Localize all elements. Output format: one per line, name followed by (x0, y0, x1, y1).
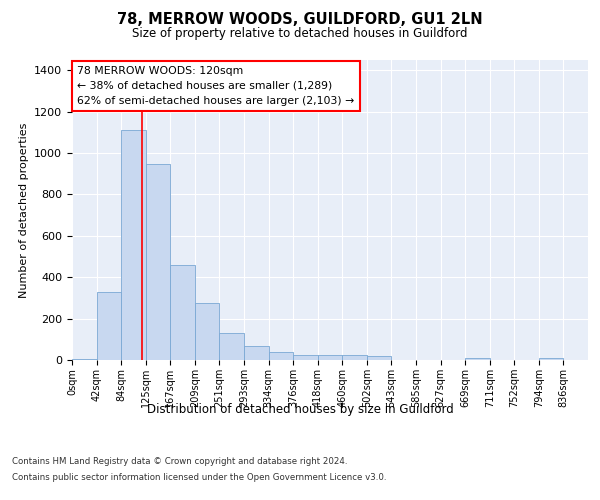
Text: 78 MERROW WOODS: 120sqm
← 38% of detached houses are smaller (1,289)
62% of semi: 78 MERROW WOODS: 120sqm ← 38% of detache… (77, 66, 355, 106)
Bar (539, 358, 563, 360)
Bar (72, 359, 97, 360)
Text: Contains HM Land Registry data © Crown copyright and database right 2024.: Contains HM Land Registry data © Crown c… (12, 458, 347, 466)
Bar (170, 265, 195, 360)
Bar (318, 355, 342, 360)
Bar (146, 164, 170, 360)
Bar (367, 356, 391, 360)
Bar (269, 352, 293, 360)
Bar (121, 130, 146, 360)
Bar (195, 303, 220, 360)
Y-axis label: Number of detached properties: Number of detached properties (19, 122, 29, 298)
Text: Distribution of detached houses by size in Guildford: Distribution of detached houses by size … (146, 402, 454, 415)
Bar (465, 358, 490, 360)
Bar (97, 292, 121, 360)
Text: Contains public sector information licensed under the Open Government Licence v3: Contains public sector information licen… (12, 472, 386, 482)
Bar (293, 356, 318, 360)
Text: Size of property relative to detached houses in Guildford: Size of property relative to detached ho… (132, 28, 468, 40)
Text: 78, MERROW WOODS, GUILDFORD, GU1 2LN: 78, MERROW WOODS, GUILDFORD, GU1 2LN (117, 12, 483, 28)
Bar (220, 333, 244, 360)
Bar (342, 356, 367, 360)
Bar (244, 346, 269, 360)
